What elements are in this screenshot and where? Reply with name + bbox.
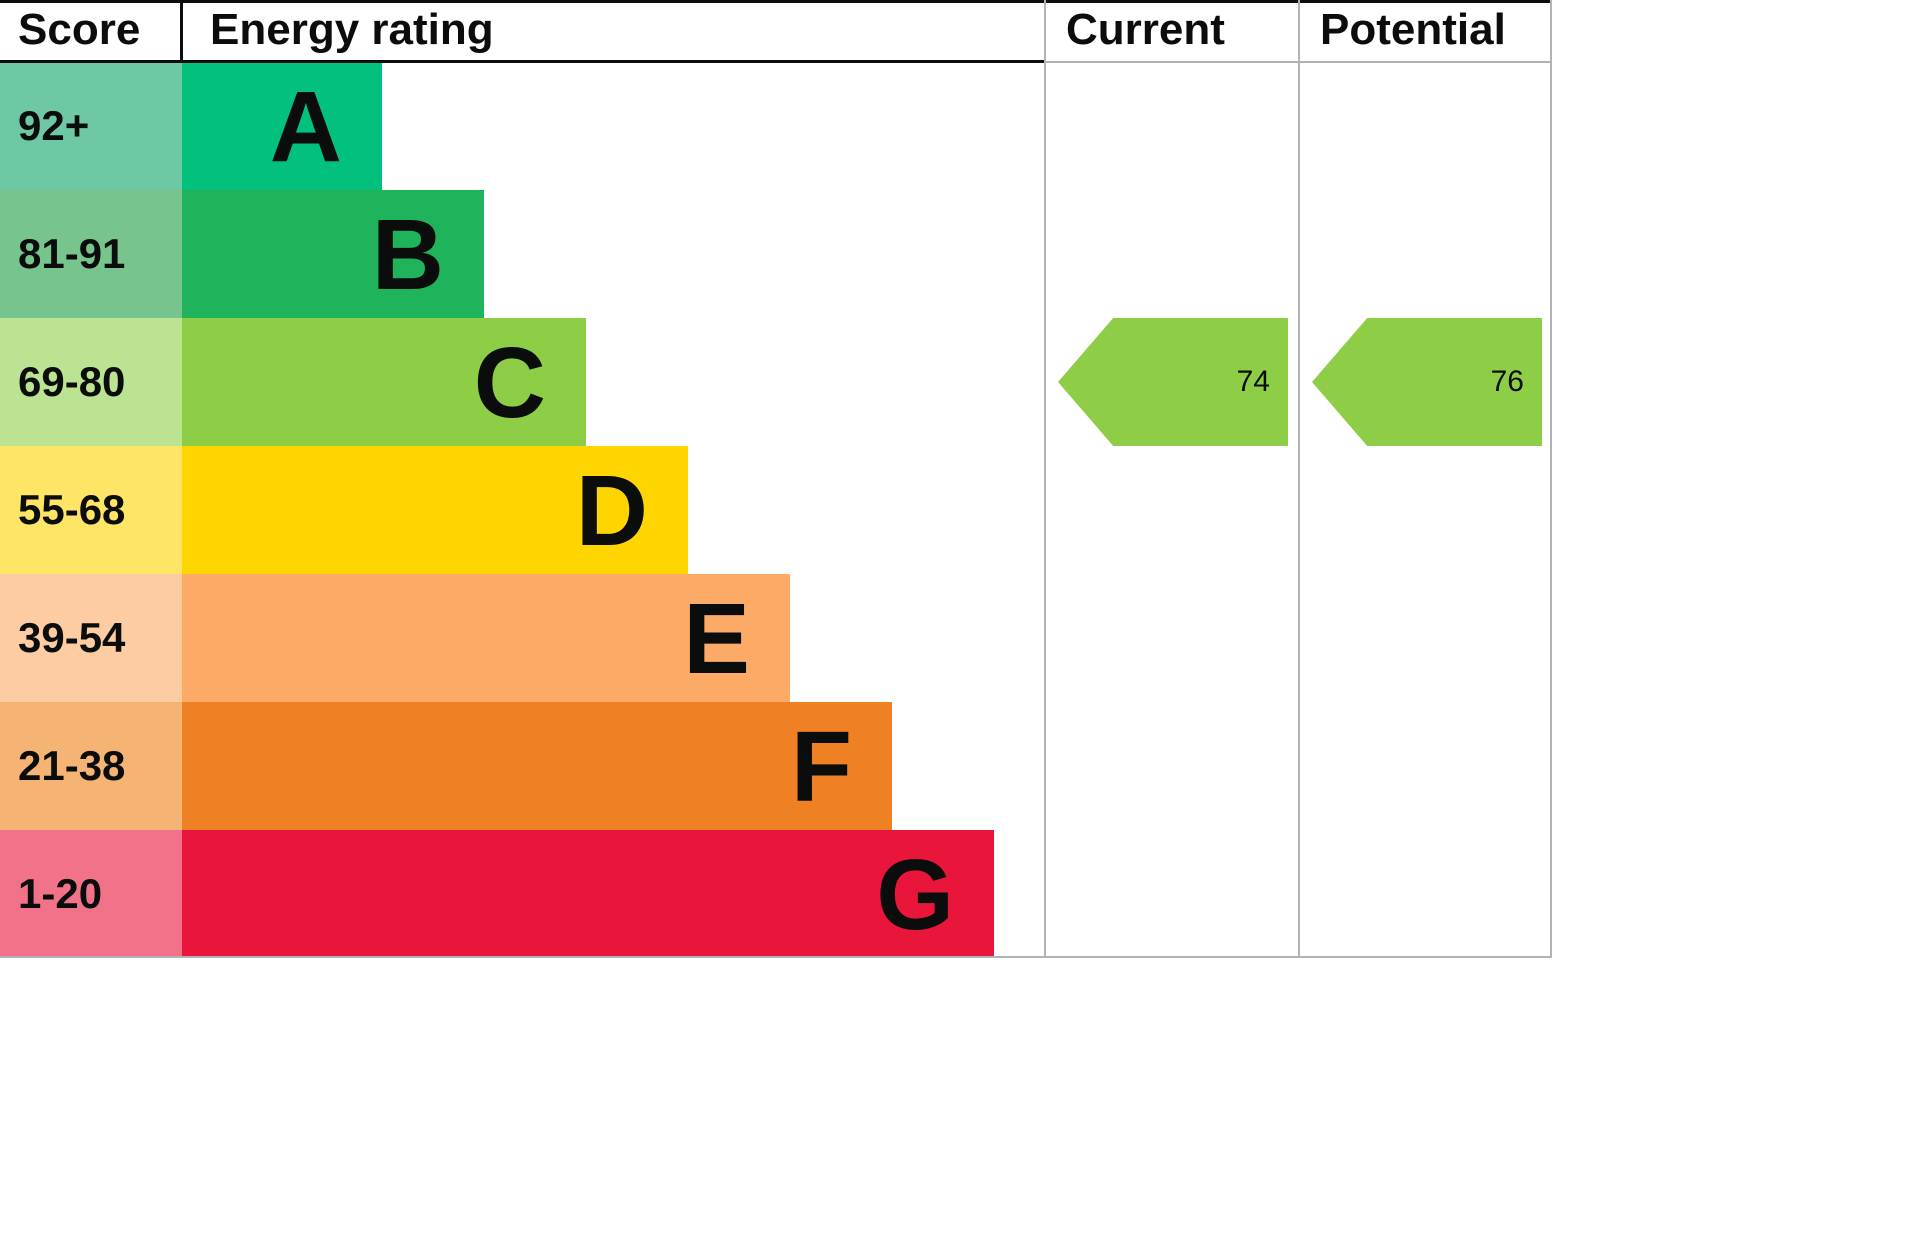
rating-band-row: 92+ A	[0, 62, 1552, 190]
score-range-label: 69-80	[0, 318, 182, 446]
rating-band-bar: E	[182, 574, 790, 702]
rating-band-bar: B	[182, 190, 484, 318]
rating-band-letter: F	[790, 711, 852, 823]
rating-band-bar: C	[182, 318, 586, 446]
rating-band-letter: G	[876, 839, 954, 951]
score-column-header: Score	[18, 5, 141, 54]
rating-band-bar: G	[182, 830, 994, 958]
rating-band-letter: D	[575, 455, 648, 567]
current-column-header: Current	[1066, 5, 1225, 54]
current-rating-value: 74	[1236, 365, 1270, 398]
rating-band-letter: B	[371, 199, 444, 311]
rating-band-bar: D	[182, 446, 688, 574]
current-column-divider	[1044, 0, 1046, 958]
chart-bottom-border	[0, 956, 1552, 958]
rating-band-bar: A	[182, 62, 382, 190]
rating-band-row: 55-68 D	[0, 446, 1552, 574]
score-range-label: 1-20	[0, 830, 182, 958]
rating-band-row: 39-54 E	[0, 574, 1552, 702]
rating-band-row: 21-38 F	[0, 702, 1552, 830]
score-range-label: 21-38	[0, 702, 182, 830]
rating-band-letter: A	[269, 71, 342, 183]
score-header-divider	[180, 0, 183, 63]
score-range-label: 55-68	[0, 446, 182, 574]
rating-band-row: 81-91 B	[0, 190, 1552, 318]
potential-rating-value: 76	[1490, 365, 1524, 398]
potential-column-header: Potential	[1320, 5, 1506, 54]
potential-rating-arrow: 76	[1312, 318, 1542, 446]
rating-band-bar: F	[182, 702, 892, 830]
header-underline	[0, 60, 1044, 63]
current-rating-arrow: 74	[1058, 318, 1288, 446]
rating-band-letter: C	[473, 327, 546, 439]
score-range-label: 39-54	[0, 574, 182, 702]
score-range-label: 92+	[0, 62, 182, 190]
energy-rating-column-header: Energy rating	[210, 5, 494, 54]
potential-column-divider	[1298, 0, 1300, 958]
rating-band-letter: E	[683, 583, 750, 695]
score-range-label: 81-91	[0, 190, 182, 318]
rating-band-rows: 92+ A 81-91 B 69-80 C 55-68 D 39-54 E 21…	[0, 62, 1552, 958]
chart-header: Score Energy rating Current Potential	[0, 0, 1552, 62]
chart-right-border	[1550, 0, 1552, 958]
rating-band-row: 1-20 G	[0, 830, 1552, 958]
chart-top-border	[0, 0, 1552, 3]
rating-band-row: 69-80 C	[0, 318, 1552, 446]
